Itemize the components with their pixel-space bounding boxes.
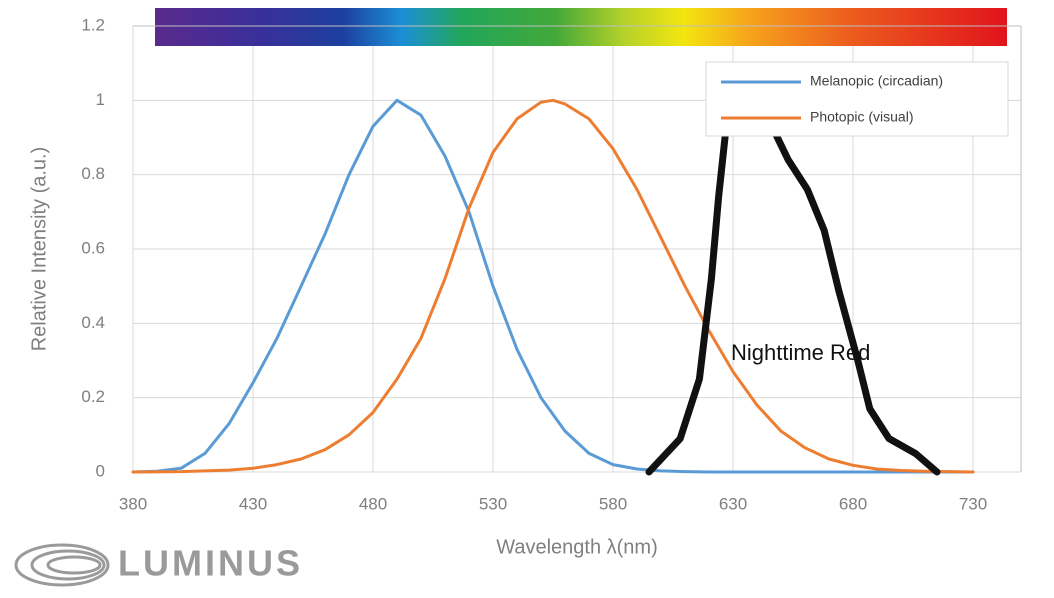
hand-drawn-curve: [645, 104, 941, 476]
spectrum-bar: [155, 8, 1007, 46]
x-tick-label: 480: [359, 494, 387, 513]
y-tick-label: 0.4: [81, 313, 105, 332]
grid: [132, 25, 1021, 473]
x-tick-label: 730: [959, 494, 987, 513]
annotation: Nighttime Red: [731, 340, 871, 365]
legend-label: Photopic (visual): [810, 109, 914, 125]
x-tick-label: 380: [119, 494, 147, 513]
line-series: [131, 98, 975, 474]
y-tick-label: 0: [96, 461, 105, 480]
y-axis-title: Relative Intensity (a.u.): [28, 147, 50, 352]
logo-icon: [14, 543, 110, 587]
y-tick-label: 1: [96, 90, 105, 109]
x-tick-label: 630: [719, 494, 747, 513]
legend-label: Melanopic (circadian): [810, 73, 943, 89]
legend-box: [705, 61, 1009, 137]
y-tick-label: 0.6: [81, 238, 105, 257]
x-tick-label: 580: [599, 494, 627, 513]
y-tick-label: 1.2: [81, 15, 105, 34]
y-tick-label: 0.2: [81, 387, 105, 406]
x-tick-label: 680: [839, 494, 867, 513]
x-tick-label: 530: [479, 494, 507, 513]
x-axis-title: Wavelength λ(nm): [496, 536, 658, 558]
logo-text: LUMINUS: [118, 543, 303, 584]
y-tick-label: 0.8: [81, 164, 105, 183]
line-series: [131, 98, 975, 474]
x-tick-label: 430: [239, 494, 267, 513]
